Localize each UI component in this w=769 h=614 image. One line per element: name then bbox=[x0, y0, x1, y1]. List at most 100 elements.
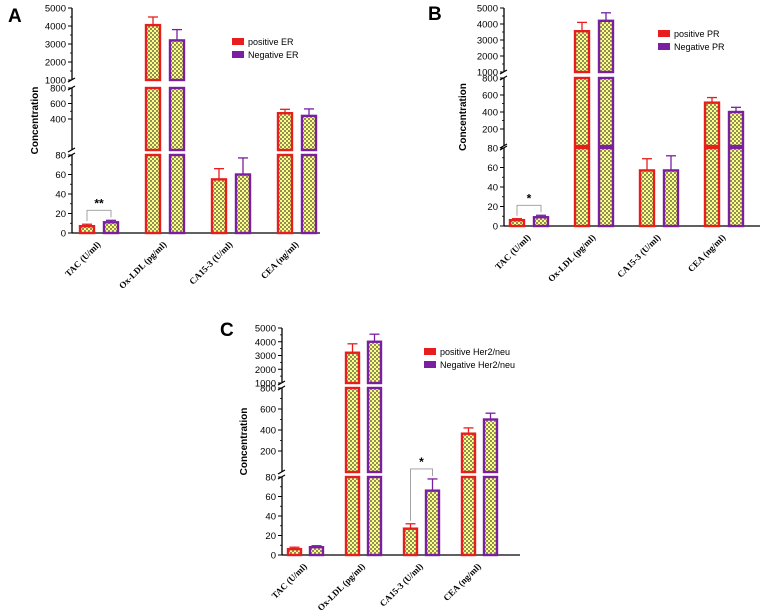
y-tick-label: 800 bbox=[482, 74, 498, 85]
y-tick-label: 800 bbox=[50, 84, 66, 95]
bar-positive bbox=[460, 475, 477, 557]
y-tick-label: 80 bbox=[487, 144, 498, 155]
bar-negative bbox=[727, 110, 745, 148]
y-tick-label: 40 bbox=[487, 183, 498, 194]
y-tick-label: 3000 bbox=[477, 36, 498, 47]
bar-positive bbox=[638, 169, 656, 228]
significance-bracket bbox=[86, 209, 112, 222]
bar-positive bbox=[276, 153, 294, 235]
legend-label: Negative PR bbox=[674, 42, 725, 52]
y-tick-label: 4000 bbox=[477, 20, 498, 31]
axis-break-mark bbox=[499, 75, 508, 81]
bar-negative bbox=[168, 153, 186, 235]
legend-swatch bbox=[658, 30, 670, 37]
axis-break-mark bbox=[67, 147, 76, 153]
bar-positive bbox=[286, 547, 303, 557]
y-tick-label: 4000 bbox=[255, 337, 276, 348]
bar-negative bbox=[597, 19, 615, 74]
y-tick-label: 4000 bbox=[45, 22, 66, 33]
y-tick-label: 200 bbox=[260, 447, 276, 458]
bar-positive bbox=[210, 178, 228, 235]
y-tick-label: 20 bbox=[55, 209, 66, 220]
y-axis-label: Concentration bbox=[239, 408, 250, 476]
y-tick-label: 1000 bbox=[255, 379, 276, 390]
bar-positive bbox=[276, 111, 294, 152]
axis-break-mark bbox=[277, 380, 286, 386]
y-tick-label: 20 bbox=[265, 531, 276, 542]
bar-positive bbox=[508, 218, 526, 228]
bar-positive bbox=[344, 475, 361, 557]
bar-positive bbox=[703, 101, 721, 148]
y-tick-label: 800 bbox=[260, 384, 276, 395]
panel-letter: C bbox=[220, 320, 234, 341]
y-tick-label: 400 bbox=[482, 108, 498, 119]
y-tick-label: 3000 bbox=[255, 351, 276, 362]
bar-negative bbox=[308, 546, 325, 557]
axis-break-mark bbox=[67, 85, 76, 91]
bar-negative bbox=[300, 153, 318, 235]
bar-positive bbox=[573, 76, 591, 148]
y-tick-label: 3000 bbox=[45, 40, 66, 51]
x-tick-label: CA15-3 (U/ml) bbox=[187, 239, 234, 286]
bar-negative bbox=[662, 169, 680, 228]
x-tick-label: TAC (U/ml) bbox=[270, 561, 309, 600]
legend-label: positive ER bbox=[248, 37, 294, 47]
x-tick-label: CA15-3 (U/ml) bbox=[615, 232, 662, 279]
x-tick-label: TAC (U/ml) bbox=[63, 239, 102, 278]
axis-break-mark bbox=[67, 77, 76, 83]
bar-negative bbox=[102, 221, 120, 235]
y-tick-label: 5000 bbox=[45, 4, 66, 15]
axis-break-mark bbox=[67, 152, 76, 158]
y-tick-label: 0 bbox=[61, 229, 66, 240]
axis-break-mark bbox=[499, 143, 508, 149]
y-tick-label: 400 bbox=[260, 426, 276, 437]
y-tick-label: 600 bbox=[260, 405, 276, 416]
bar-positive bbox=[573, 146, 591, 228]
bar-negative bbox=[366, 475, 383, 557]
bar-negative bbox=[482, 475, 499, 557]
significance-bracket bbox=[410, 468, 433, 521]
axis-break-mark bbox=[277, 385, 286, 391]
y-tick-label: 2000 bbox=[255, 365, 276, 376]
y-tick-label: 20 bbox=[487, 202, 498, 213]
axis-break-mark bbox=[499, 145, 508, 151]
y-axis-label: Concentration bbox=[458, 83, 469, 151]
legend-swatch bbox=[232, 51, 244, 58]
y-tick-label: 1000 bbox=[477, 68, 498, 79]
bar-negative bbox=[234, 173, 252, 235]
y-tick-label: 600 bbox=[482, 91, 498, 102]
bar-negative bbox=[597, 146, 615, 228]
y-tick-label: 60 bbox=[487, 163, 498, 174]
y-axis-label: Concentration bbox=[30, 87, 41, 155]
y-tick-label: 600 bbox=[50, 99, 66, 110]
x-tick-label: CEA (ng/ml) bbox=[441, 561, 483, 603]
y-tick-label: 400 bbox=[50, 115, 66, 126]
legend-swatch bbox=[658, 43, 670, 50]
bar-positive bbox=[460, 432, 477, 474]
bar-negative bbox=[168, 86, 186, 152]
bar-positive bbox=[344, 386, 361, 474]
axis-break-mark bbox=[277, 474, 286, 480]
legend-label: Negative Her2/neu bbox=[440, 360, 515, 370]
bar-positive bbox=[78, 224, 96, 235]
y-tick-label: 60 bbox=[265, 492, 276, 503]
y-tick-label: 60 bbox=[55, 170, 66, 181]
bar-negative bbox=[168, 39, 186, 82]
bar-negative bbox=[366, 386, 383, 474]
axis-break-mark bbox=[499, 69, 508, 75]
bar-negative bbox=[727, 146, 745, 228]
bar-negative bbox=[300, 114, 318, 152]
y-tick-label: 40 bbox=[265, 512, 276, 523]
legend-swatch bbox=[424, 361, 436, 368]
x-tick-label: Ox-LDL (pg/ml) bbox=[315, 561, 366, 612]
bar-positive bbox=[573, 30, 591, 74]
y-tick-label: 40 bbox=[55, 190, 66, 201]
y-tick-label: 2000 bbox=[477, 52, 498, 63]
y-tick-label: 80 bbox=[265, 473, 276, 484]
bar-positive bbox=[703, 146, 721, 228]
y-tick-label: 5000 bbox=[255, 324, 276, 335]
